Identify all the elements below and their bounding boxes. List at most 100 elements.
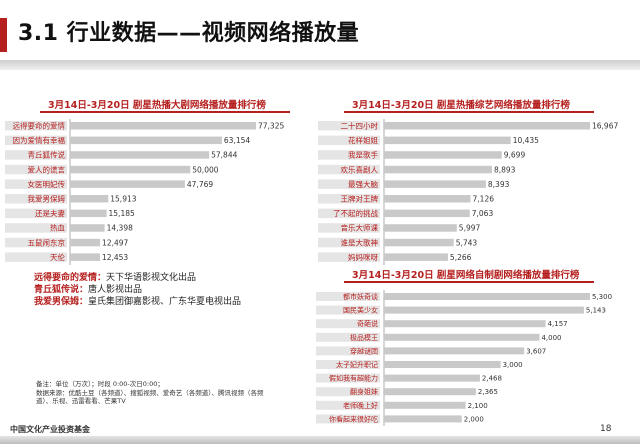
value-label: 77,325	[258, 122, 284, 131]
value-label: 7,126	[473, 195, 495, 204]
value-label: 5,300	[592, 293, 612, 301]
value-label: 12,497	[102, 238, 128, 247]
category-label: 天伦	[50, 252, 65, 262]
category-label-bg	[5, 150, 67, 160]
title-divider	[0, 60, 640, 70]
category-label: 奇葩说	[357, 319, 378, 328]
value-label: 15,185	[109, 209, 135, 218]
data-source-notes: 备注：单位（万次）；时段 0:00-次日0:00； 数据来源：优酷土豆（各频道）…	[36, 380, 276, 406]
source-note: 数据来源：优酷土豆（各频道）、搜狐视频、爱奇艺（各频道）、腾讯视频（各频道）、乐…	[36, 388, 264, 406]
category-label-bg	[5, 237, 67, 248]
bar	[70, 195, 109, 203]
bar	[384, 374, 480, 382]
value-label: 12,453	[102, 253, 128, 262]
category-label: 远得要命的爱情	[13, 121, 66, 131]
bar	[384, 122, 590, 130]
category-label-bg	[316, 387, 380, 397]
category-label-bg	[318, 164, 380, 175]
category-label: 谁是大歌神	[341, 237, 379, 247]
bottom-rule	[0, 436, 640, 444]
category-label-bg	[316, 346, 380, 356]
category-label: 因为爱情有幸福	[13, 135, 66, 145]
bar	[70, 165, 191, 174]
bar	[70, 122, 256, 130]
value-label: 8,393	[488, 180, 510, 189]
category-label: 假如我有超能力	[329, 374, 378, 383]
category-label: 太子妃升职记	[336, 360, 378, 369]
value-label: 5,743	[456, 238, 478, 247]
chart-title-variety: 3月14日-3月20日 剧星热播综艺网络播放量排行榜	[352, 100, 570, 111]
note-key: 远得要命的爱情：	[34, 273, 107, 283]
category-label: 爱人的谎言	[28, 164, 66, 174]
value-label: 5,266	[450, 253, 472, 262]
bar	[384, 195, 471, 203]
note-key: 青丘狐传说：	[34, 285, 89, 295]
title-accent-bar	[0, 18, 7, 52]
bar	[384, 388, 476, 396]
category-label-bg	[316, 360, 380, 369]
category-label: 欢乐喜剧人	[341, 164, 379, 174]
bar	[384, 401, 466, 409]
category-label-bg	[318, 223, 380, 233]
category-label: 穿越谜团	[350, 346, 378, 355]
category-label: 你看起来很好吃	[329, 414, 378, 423]
category-label-bg	[316, 292, 380, 301]
note-key: 我爱男保姆：	[34, 297, 89, 307]
category-label-bg	[318, 121, 380, 131]
value-label: 9,699	[504, 151, 526, 160]
value-label: 16,967	[592, 122, 618, 131]
category-label-bg	[318, 252, 380, 262]
category-label: 青丘狐传说	[28, 150, 66, 160]
category-label-bg	[318, 194, 380, 204]
value-label: 7,063	[472, 209, 494, 218]
category-label-bg	[5, 252, 67, 262]
category-label: 还是夫妻	[35, 208, 65, 218]
bar	[384, 347, 525, 355]
category-label: 国民美少女	[343, 306, 378, 315]
category-label: 王牌对王牌	[341, 194, 379, 204]
category-label-bg	[316, 414, 380, 424]
chart-underline-variety	[344, 111, 594, 113]
value-label: 4,157	[548, 320, 568, 328]
category-label-bg	[318, 135, 380, 146]
bar	[384, 165, 492, 174]
chart-title-drama: 3月14日-3月20日 剧星热播大剧网络播放量排行榜	[48, 100, 266, 111]
note-text: 皇氏集团御嘉影视、广东华夏电视出品	[88, 297, 242, 307]
value-label: 57,844	[211, 151, 237, 160]
value-label: 47,769	[187, 180, 213, 189]
category-label-bg	[5, 121, 67, 131]
bar	[70, 238, 101, 247]
note-line: 远得要命的爱情：天下华语影视文化出品	[34, 272, 274, 284]
category-label: 花样姐姐	[348, 135, 378, 145]
value-label: 4,000	[541, 334, 561, 342]
category-label: 极品模王	[350, 333, 378, 342]
value-label: 3,607	[526, 347, 546, 355]
unit-note: 备注：单位（万次）；时段 0:00-次日0:00；	[36, 380, 164, 388]
bar	[384, 415, 462, 423]
bar	[384, 293, 590, 300]
category-label: 热血	[50, 223, 65, 233]
bar	[384, 151, 502, 159]
note-text: 天下华语影视文化出品	[106, 273, 197, 283]
bar	[70, 151, 210, 159]
bar	[384, 224, 457, 232]
bar	[384, 180, 486, 188]
value-label: 14,398	[107, 224, 133, 233]
bar	[384, 136, 511, 145]
category-label-bg	[5, 135, 67, 146]
category-label: 二十四小时	[341, 121, 379, 131]
category-label-bg	[318, 179, 380, 189]
category-label: 了不起的挑战	[333, 208, 378, 218]
bar	[384, 333, 540, 341]
value-label: 2,100	[468, 402, 488, 410]
category-label-bg	[318, 150, 380, 160]
category-label-bg	[318, 208, 380, 219]
value-label: 2,000	[464, 415, 484, 423]
note-line: 我爱男保姆：皇氏集团御嘉影视、广东华夏电视出品	[34, 296, 274, 308]
page-title: 3.1 行业数据——视频网络播放量	[18, 21, 360, 46]
bar	[70, 224, 105, 232]
bar	[384, 238, 454, 247]
category-label: 女医明妃传	[28, 179, 66, 189]
category-label-bg	[316, 332, 380, 342]
